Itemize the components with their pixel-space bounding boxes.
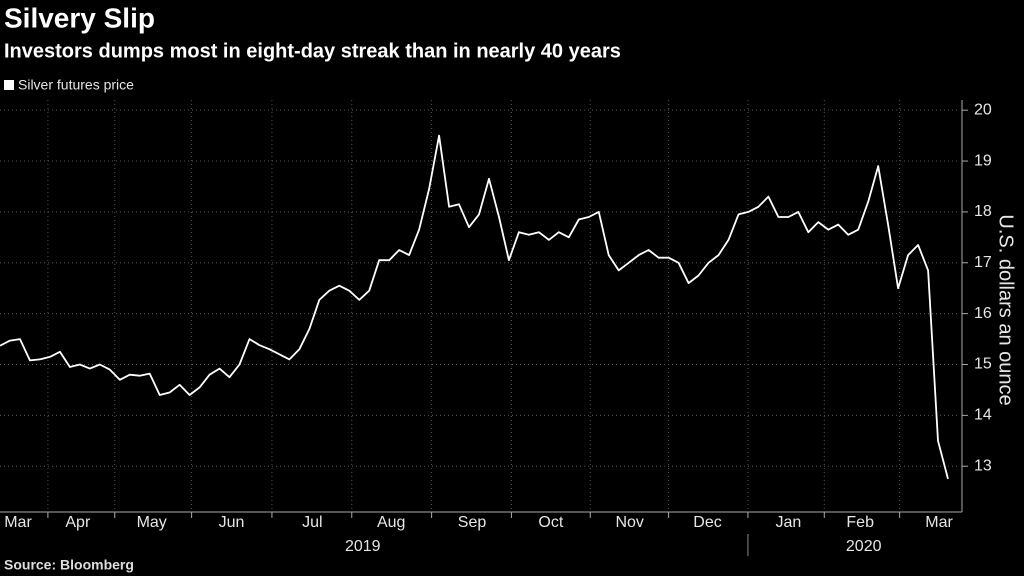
source: Source: Bloomberg (4, 557, 134, 573)
x-tick-label: Mar (925, 514, 953, 531)
x-group-label: 2020 (846, 538, 882, 555)
x-tick-label: Apr (65, 514, 91, 531)
x-tick-label: Jan (775, 514, 801, 531)
y-tick-label: 17 (974, 254, 992, 271)
x-group-label: 2019 (345, 538, 381, 555)
chart-title: Silvery Slip (4, 2, 155, 33)
x-tick-label: May (137, 514, 167, 531)
x-tick-label: Dec (693, 514, 721, 531)
x-tick-label: Mar (4, 514, 32, 531)
legend-label: Silver futures price (18, 77, 134, 93)
y-tick-label: 20 (974, 101, 992, 118)
y-tick-label: 15 (974, 356, 992, 373)
x-tick-label: Sep (458, 514, 487, 531)
x-tick-label: Jul (302, 514, 322, 531)
y-tick-label: 14 (974, 407, 992, 424)
x-tick-label: Oct (538, 514, 563, 531)
y-tick-label: 16 (974, 305, 992, 322)
chart-subtitle: Investors dumps most in eight-day streak… (4, 40, 621, 62)
y-tick-label: 18 (974, 203, 992, 220)
y-tick-label: 13 (974, 457, 992, 474)
legend-swatch (4, 80, 14, 90)
x-tick-label: Nov (615, 514, 643, 531)
y-axis-label: U.S. dollars an ounce (995, 214, 1017, 405)
y-tick-label: 19 (974, 152, 992, 169)
x-tick-label: Jun (219, 514, 245, 531)
x-tick-label: Aug (377, 514, 405, 531)
line-series (0, 134, 949, 480)
x-tick-label: Feb (846, 514, 874, 531)
